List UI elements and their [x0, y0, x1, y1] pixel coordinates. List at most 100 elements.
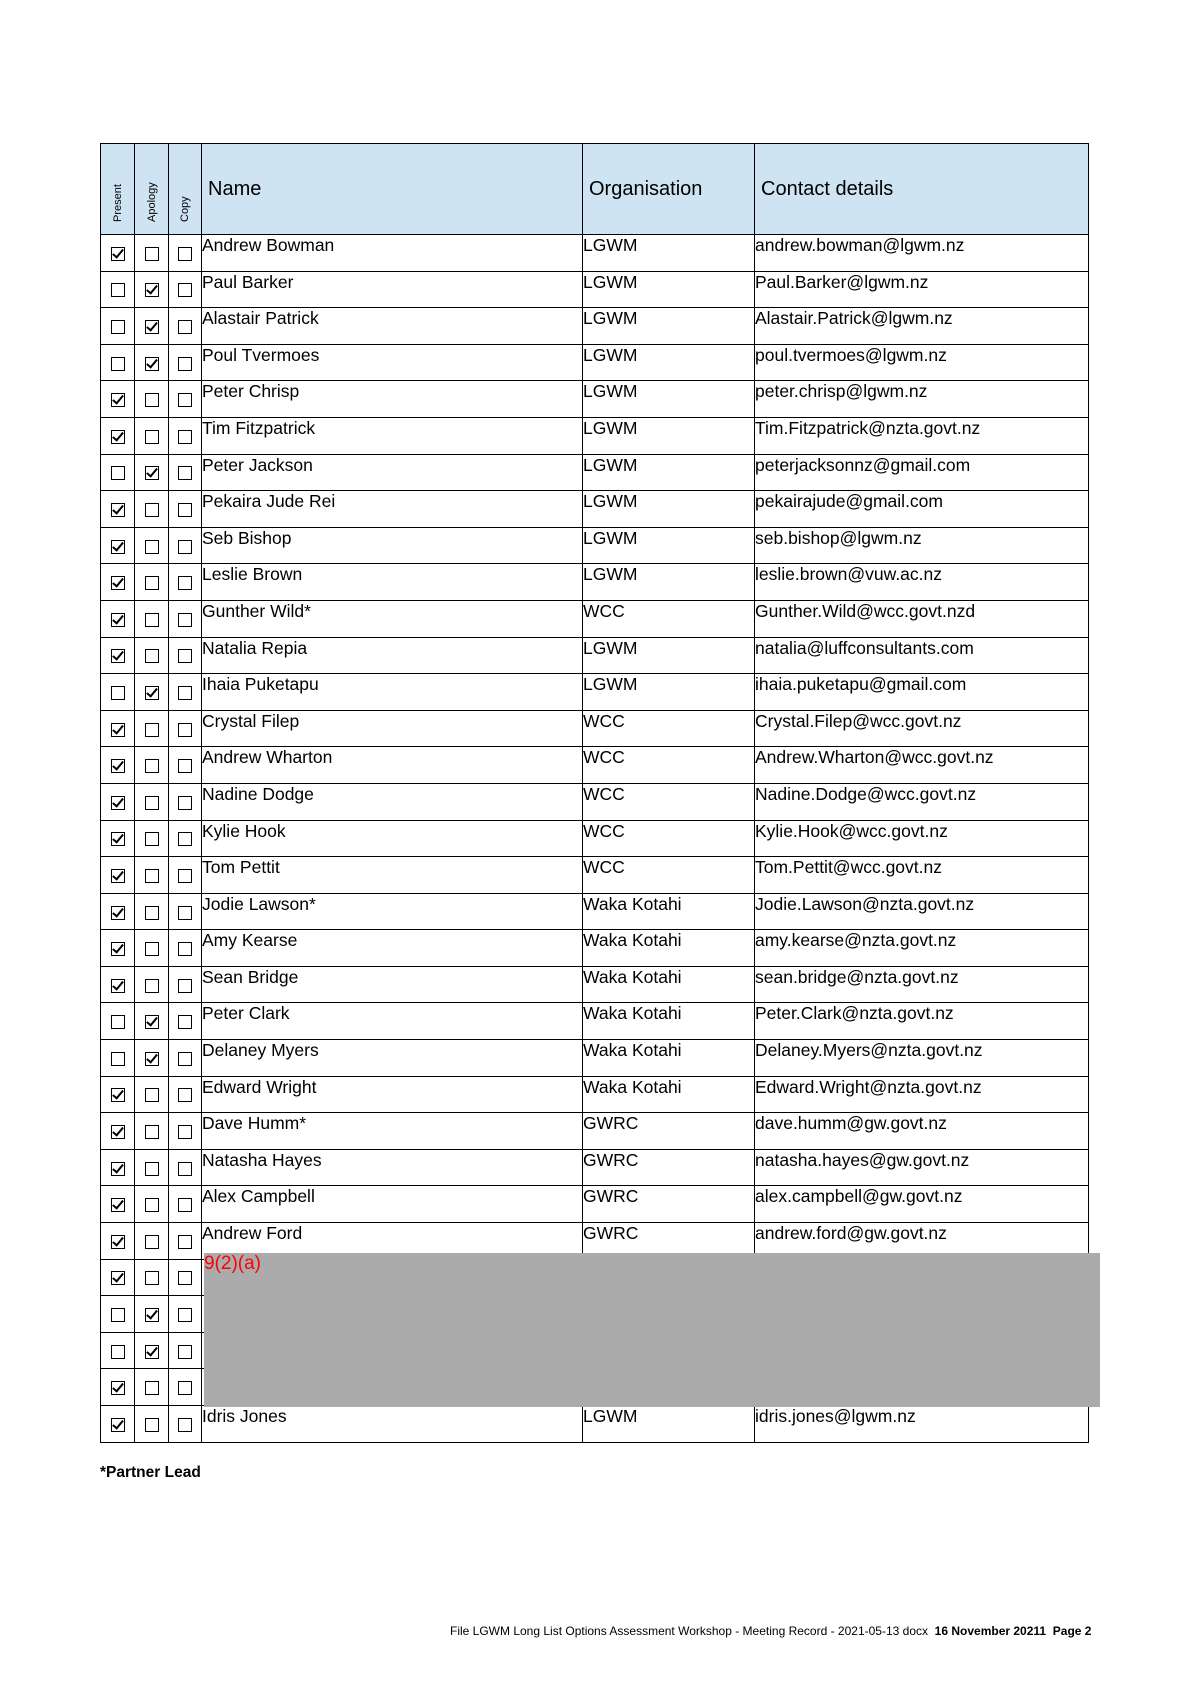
- organisation-cell: LGWM: [582, 234, 755, 272]
- name-cell: Leslie Brown: [201, 563, 583, 601]
- present-cell: [100, 782, 135, 821]
- unchecked-checkbox-icon: [144, 1417, 159, 1432]
- page-footer: File LGWM Long List Options Assessment W…: [450, 1624, 1091, 1638]
- name-cell: Jodie Lawson*: [201, 892, 583, 931]
- checked-checkbox-icon: [144, 1308, 159, 1323]
- name-cell: Natasha Hayes: [201, 1148, 583, 1187]
- organisation-cell: Waka Kotahi: [582, 929, 755, 967]
- organisation-cell: LGWM: [582, 343, 755, 382]
- present-cell: [100, 270, 135, 309]
- apology-cell: [134, 1185, 169, 1224]
- apology-cell: [134, 599, 169, 638]
- copy-cell: [168, 1368, 202, 1406]
- apology-cell: [134, 1148, 169, 1187]
- contact-cell: ihaia.puketapu@gmail.com: [754, 673, 1089, 711]
- unchecked-checkbox-icon: [144, 905, 159, 920]
- unchecked-checkbox-icon: [110, 1015, 125, 1030]
- copy-cell: [168, 1112, 202, 1150]
- checked-checkbox-icon: [110, 1381, 125, 1396]
- copy-cell: [168, 1258, 202, 1297]
- checked-checkbox-icon: [110, 649, 125, 664]
- checked-checkbox-icon: [110, 246, 125, 261]
- name-cell: Peter Chrisp: [201, 380, 583, 418]
- checked-checkbox-icon: [110, 1161, 125, 1176]
- apology-cell: [134, 965, 169, 1004]
- present-cell: [100, 1295, 135, 1333]
- copy-cell: [168, 856, 202, 894]
- unchecked-checkbox-icon: [178, 685, 192, 700]
- table-row: Natasha Hayes GWRC natasha.hayes@gw.govt.n…: [100, 1148, 1089, 1187]
- name-cell: Delaney Myers: [201, 1039, 583, 1077]
- apology-cell: [134, 892, 169, 931]
- table-row: Poul Tvermoes LGWM poul.tvermoes@lgwm.nz: [100, 343, 1089, 382]
- apology-cell: [134, 526, 169, 565]
- apology-cell: [134, 636, 169, 675]
- unchecked-checkbox-icon: [178, 832, 192, 847]
- organisation-cell: Waka Kotahi: [582, 892, 755, 931]
- apology-cell: [134, 563, 169, 601]
- copy-cell: [168, 490, 202, 528]
- unchecked-checkbox-icon: [110, 356, 125, 371]
- contact-cell: Edward.Wright@nzta.govt.nz: [754, 1075, 1089, 1114]
- unchecked-checkbox-icon: [178, 429, 192, 444]
- name-cell: Idris Jones: [201, 1405, 583, 1443]
- checked-checkbox-icon: [110, 868, 125, 883]
- table-row: Nadine Dodge WCC Nadine.Dodge@wcc.govt.nz: [100, 782, 1089, 821]
- organisation-cell: LGWM: [582, 526, 755, 565]
- checked-checkbox-icon: [110, 1234, 125, 1249]
- checked-checkbox-icon: [110, 502, 125, 517]
- checked-checkbox-icon: [144, 356, 159, 371]
- copy-cell: [168, 782, 202, 821]
- unchecked-checkbox-icon: [178, 246, 192, 261]
- copy-cell: [168, 1148, 202, 1187]
- copy-cell: [168, 380, 202, 418]
- apology-cell: [134, 1002, 169, 1041]
- present-cell: [100, 746, 135, 784]
- table-row: Edward Wright Waka Kotahi Edward.Wright@nz…: [100, 1075, 1089, 1114]
- redaction-block: 9(2)(a): [204, 1253, 1100, 1407]
- table-row: Tim Fitzpatrick LGWM Tim.Fitzpatrick@nzta.…: [100, 416, 1089, 455]
- table-row: Delaney Myers Waka Kotahi Delaney.Myers@nz…: [100, 1039, 1089, 1077]
- organisation-cell: WCC: [582, 746, 755, 784]
- organisation-cell: LGWM: [582, 453, 755, 492]
- organisation-cell: Waka Kotahi: [582, 965, 755, 1004]
- checked-checkbox-icon: [110, 1198, 125, 1213]
- present-cell: [100, 1405, 135, 1443]
- contact-cell: natasha.hayes@gw.govt.nz: [754, 1148, 1089, 1187]
- checked-checkbox-icon: [110, 795, 125, 810]
- unchecked-checkbox-icon: [144, 246, 159, 261]
- name-cell: Crystal Filep: [201, 709, 583, 748]
- copy-cell: [168, 1295, 202, 1333]
- unchecked-checkbox-icon: [144, 832, 159, 847]
- table-row: Alastair Patrick LGWM Alastair.Patrick@lgw…: [100, 307, 1089, 345]
- present-cell: [100, 380, 135, 418]
- present-cell: [100, 453, 135, 492]
- copy-cell: [168, 453, 202, 492]
- name-cell: Seb Bishop: [201, 526, 583, 565]
- organisation-cell: GWRC: [582, 1148, 755, 1187]
- header-present: Present: [100, 143, 135, 235]
- checked-checkbox-icon: [110, 1125, 125, 1140]
- name-cell: Tom Pettit: [201, 856, 583, 894]
- apology-cell: [134, 234, 169, 272]
- unchecked-checkbox-icon: [178, 1125, 192, 1140]
- organisation-cell: WCC: [582, 599, 755, 638]
- table-row: Pekaira Jude Rei LGWM pekairajude@gmail.co…: [100, 490, 1089, 528]
- unchecked-checkbox-icon: [178, 539, 192, 554]
- table-row: Ihaia Puketapu LGWM ihaia.puketapu@gmail.c…: [100, 673, 1089, 711]
- organisation-cell: LGWM: [582, 270, 755, 309]
- checked-checkbox-icon: [110, 612, 125, 627]
- unchecked-checkbox-icon: [178, 1417, 192, 1432]
- checked-checkbox-icon: [144, 685, 159, 700]
- table-header-row: Present Apology Copy Name Organisation C…: [100, 143, 1089, 235]
- checked-checkbox-icon: [110, 576, 125, 591]
- name-cell: Kylie Hook: [201, 819, 583, 858]
- organisation-cell: WCC: [582, 819, 755, 858]
- unchecked-checkbox-icon: [144, 393, 159, 408]
- contact-cell: dave.humm@gw.govt.nz: [754, 1112, 1089, 1150]
- copy-cell: [168, 563, 202, 601]
- apology-cell: [134, 343, 169, 382]
- checked-checkbox-icon: [144, 320, 159, 334]
- attendance-table: Present Apology Copy Name Organisation C…: [100, 143, 1089, 1443]
- name-cell: Natalia Repia: [201, 636, 583, 675]
